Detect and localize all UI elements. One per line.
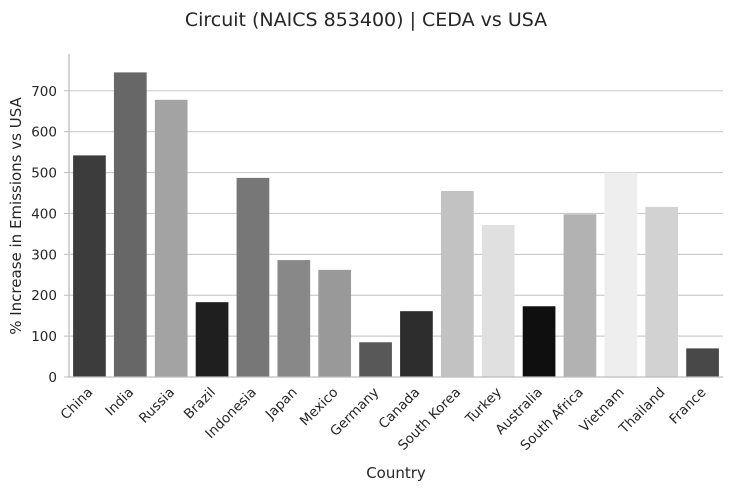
bars bbox=[73, 72, 719, 377]
y-tick-label: 700 bbox=[31, 84, 57, 100]
bar-china bbox=[73, 155, 106, 377]
bar-canada bbox=[400, 311, 433, 377]
x-tick-label: Russia bbox=[136, 385, 178, 427]
bar-japan bbox=[277, 260, 311, 377]
bar-germany bbox=[359, 342, 392, 377]
bar-indonesia bbox=[236, 177, 270, 377]
bar-south-africa bbox=[563, 214, 597, 377]
y-tick-label: 200 bbox=[31, 288, 57, 304]
bar-australia bbox=[522, 306, 556, 377]
y-tick-label: 500 bbox=[31, 166, 57, 182]
bar-turkey bbox=[481, 224, 515, 377]
y-tick-labels: 0 100 200 300 400 500 600 700 bbox=[31, 84, 69, 386]
y-axis-label: % Increase in Emissions vs USA bbox=[7, 97, 25, 335]
x-tick-label: France bbox=[666, 385, 709, 428]
x-tick-label: Japan bbox=[262, 385, 301, 424]
y-tick-label: 300 bbox=[31, 247, 57, 263]
chart-title: Circuit (NAICS 853400) | CEDA vs USA bbox=[185, 9, 547, 31]
x-tick-label: China bbox=[58, 385, 97, 424]
axes bbox=[68, 54, 723, 378]
y-tick-label: 0 bbox=[48, 370, 57, 386]
bar-vietnam bbox=[604, 172, 638, 377]
x-tick-label: India bbox=[102, 385, 137, 420]
y-tick-label: 400 bbox=[31, 206, 57, 222]
bar-south-korea bbox=[440, 190, 474, 377]
x-axis-label: Country bbox=[366, 464, 426, 482]
bar-brazil bbox=[195, 302, 229, 377]
y-tick-label: 100 bbox=[31, 329, 57, 345]
bar-russia bbox=[154, 99, 188, 377]
bar-mexico bbox=[318, 269, 352, 377]
y-tick-label: 600 bbox=[31, 125, 57, 141]
bar-france bbox=[686, 348, 719, 377]
bar-india bbox=[113, 72, 147, 377]
x-tick-label: Brazil bbox=[181, 385, 219, 423]
bar-thailand bbox=[645, 206, 679, 377]
